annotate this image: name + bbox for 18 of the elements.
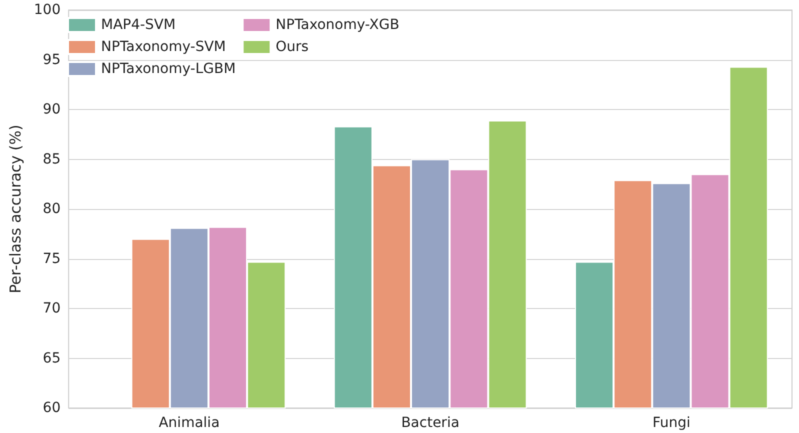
y-tick-label: 70	[42, 300, 61, 316]
y-tick-label: 75	[42, 250, 61, 267]
y-tick-label: 60	[42, 400, 61, 416]
x-tick-label: Fungi	[652, 415, 690, 431]
legend-label: Ours	[276, 39, 309, 55]
y-axis-title: Per-class accuracy (%)	[6, 124, 24, 294]
y-tick-label: 80	[42, 201, 61, 217]
legend-label: NPTaxonomy-XGB	[276, 17, 400, 33]
x-tick-label: Bacteria	[401, 415, 460, 431]
legend-label: NPTaxonomy-LGBM	[101, 61, 236, 77]
x-tick-label: Animalia	[158, 415, 220, 431]
y-tick-label: 90	[42, 102, 61, 118]
y-tick-label: 65	[42, 350, 61, 366]
legend-label: MAP4-SVM	[101, 17, 176, 33]
y-tick-label: 85	[42, 151, 61, 168]
y-tick-label: 100	[34, 2, 61, 18]
legend-label: NPTaxonomy-SVM	[101, 39, 226, 55]
y-tick-label: 95	[42, 52, 61, 68]
